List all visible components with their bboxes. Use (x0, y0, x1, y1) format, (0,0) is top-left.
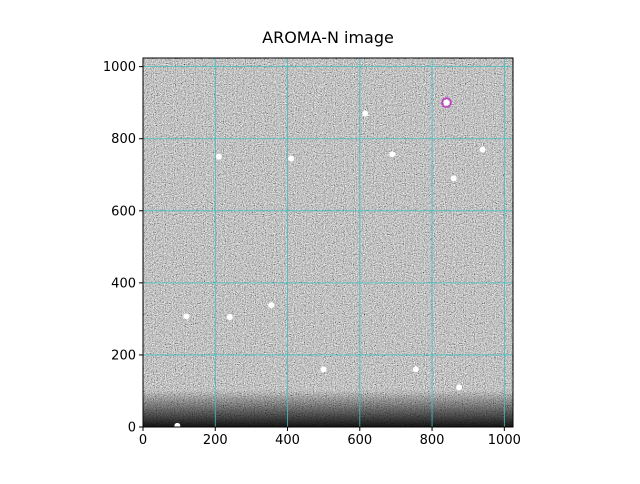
source (412, 366, 419, 373)
y-tick-label: 400 (111, 276, 136, 291)
source (183, 313, 190, 320)
chart-title: AROMA-N image (262, 28, 394, 47)
y-tick-label: 1000 (103, 60, 136, 75)
source (450, 175, 457, 182)
x-tick-label: 800 (420, 433, 445, 448)
y-tick-label: 200 (111, 348, 136, 363)
y-tick-label: 0 (128, 421, 136, 436)
source (226, 314, 233, 321)
source (215, 153, 222, 160)
y-tick-label: 600 (111, 204, 136, 219)
image-shading (143, 58, 513, 427)
x-tick-label: 600 (347, 433, 372, 448)
source (389, 151, 396, 158)
source (268, 302, 275, 309)
source (362, 110, 369, 117)
x-tick-label: 1000 (488, 433, 521, 448)
source (320, 366, 327, 373)
source (174, 422, 181, 429)
source (288, 155, 295, 162)
source (479, 146, 486, 153)
x-tick-label: 200 (203, 433, 228, 448)
plot-area (142, 58, 513, 429)
y-tick-label: 800 (111, 132, 136, 147)
marker (441, 97, 452, 108)
x-tick-label: 0 (139, 433, 147, 448)
x-tick-label: 400 (275, 433, 300, 448)
source (443, 99, 450, 106)
axes-frame (142, 57, 514, 428)
source (456, 384, 463, 391)
